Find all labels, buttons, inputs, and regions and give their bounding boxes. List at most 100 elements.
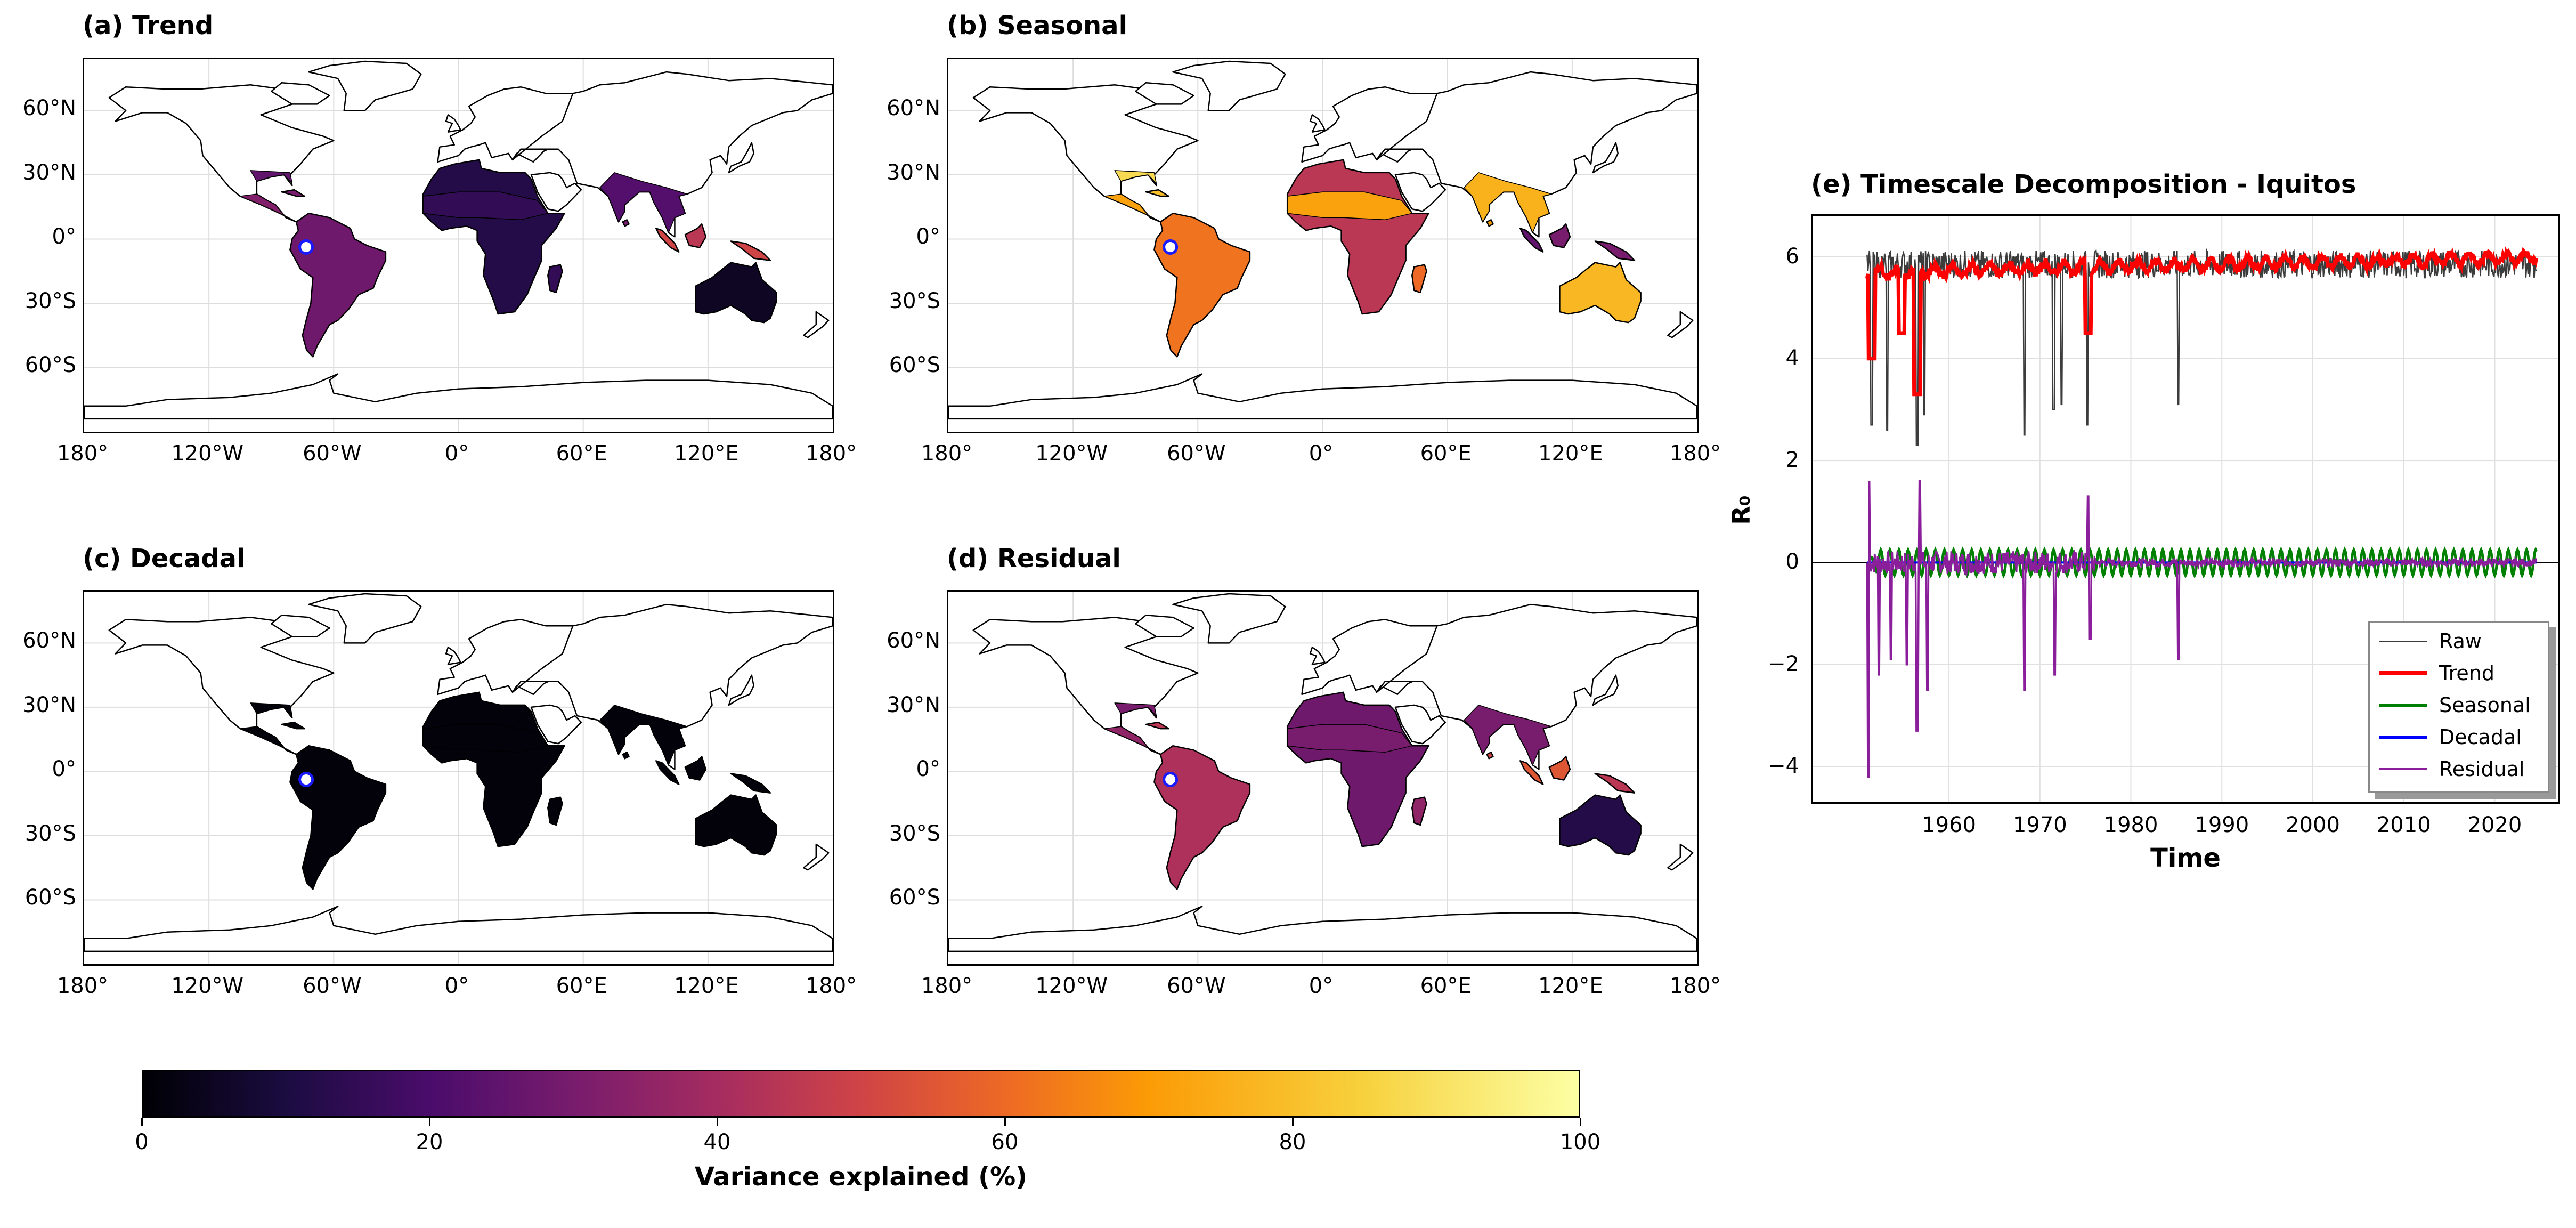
lat-tick-label: 60°S	[25, 353, 76, 378]
lon-tick-label: 180°	[921, 441, 973, 466]
lat-tick-label: 0°	[52, 757, 76, 782]
data-region-sahel	[422, 191, 549, 221]
lon-tick-label: 60°E	[556, 441, 607, 466]
lon-tick-label: 180°	[56, 974, 109, 998]
lat-tick-label: 60°S	[889, 885, 940, 910]
landmass-newGuinea	[730, 240, 771, 261]
lon-tick-label: 60°E	[1420, 441, 1472, 466]
legend-item-trend: Trend	[2379, 660, 2494, 686]
landmass-baffin	[1135, 614, 1194, 637]
legend-swatch-decadal	[2379, 736, 2427, 739]
y-tick-label: 4	[1785, 345, 1799, 370]
lon-tick-label: 180°	[805, 441, 857, 466]
lon-tick-label: 180°	[1669, 974, 1721, 998]
landmass-asia	[511, 71, 833, 238]
lon-tick-label: 120°W	[171, 974, 244, 998]
data-region-gulfUS	[250, 702, 293, 716]
landmass-northAmerica	[108, 616, 335, 755]
landmass-antarctica	[84, 906, 833, 952]
colorbar	[142, 1070, 1580, 1118]
colorbar-tick-label: 80	[1279, 1130, 1306, 1154]
data-region-sahel	[422, 724, 549, 753]
landmass-japan	[728, 674, 754, 706]
x-tick-label: 2000	[2286, 813, 2340, 837]
landmass-japan	[1592, 674, 1619, 706]
legend-swatch-seasonal	[2379, 704, 2427, 707]
colorbar-tick-label: 0	[135, 1130, 149, 1154]
lat-tick-label: 30°N	[887, 160, 940, 185]
landmass-greenland	[1172, 60, 1286, 111]
landmass-northAmerica	[972, 616, 1199, 755]
landmass-sumatra	[655, 760, 680, 785]
lon-tick-label: 180°	[805, 974, 857, 998]
trend-line	[1865, 246, 2539, 397]
iquitos-marker	[298, 772, 314, 788]
landmass-newZealand	[1667, 843, 1694, 871]
landmass-japan	[728, 142, 754, 174]
colorbar-title: Variance explained (%)	[694, 1162, 1028, 1192]
landmass-southAmerica	[1153, 745, 1251, 890]
y-axis-label: R₀	[1726, 495, 1756, 525]
residual-line	[1866, 480, 2538, 778]
lat-tick-label: 30°S	[25, 821, 76, 846]
data-region-southAsia	[1464, 172, 1552, 233]
map-trend	[83, 58, 834, 433]
data-region-gulfUS	[1114, 702, 1157, 716]
panel-title-trend: (a) Trend	[83, 11, 214, 41]
landmass-madagascarSri	[1486, 219, 1494, 227]
y-tick-label: 0	[1785, 550, 1799, 575]
landmass-madagascar	[547, 796, 563, 826]
landmass-arabia	[1394, 704, 1447, 745]
lon-tick-label: 120°E	[1538, 974, 1603, 998]
panel-title-seasonal: (b) Seasonal	[947, 11, 1128, 41]
landmass-cuba	[1145, 721, 1169, 730]
lat-tick-label: 30°N	[22, 692, 76, 717]
data-region-mesoAmerica	[1103, 193, 1161, 223]
landmass-newZealand	[1667, 311, 1694, 338]
lon-tick-label: 120°E	[674, 441, 739, 466]
landmass-uk	[445, 647, 461, 665]
landmass-southAmerica	[1153, 212, 1251, 358]
lat-tick-label: 60°N	[22, 628, 76, 653]
landmass-borneo	[684, 223, 707, 248]
data-region-mesoAmerica	[239, 726, 297, 755]
data-region-mesoAmerica	[1103, 726, 1161, 755]
landmass-newGuinea	[730, 773, 771, 794]
iquitos-marker	[1163, 239, 1179, 255]
landmass-northAmerica	[972, 84, 1199, 223]
landmass-asia	[1376, 603, 1697, 770]
landmass-baffin	[271, 82, 330, 105]
landmass-baffin	[1135, 82, 1194, 105]
lon-tick-label: 60°W	[303, 441, 362, 466]
landmass-madagascarSri	[622, 752, 630, 760]
landmass-australia	[1559, 262, 1642, 324]
data-region-southAsia	[599, 705, 688, 766]
map-decadal	[83, 590, 834, 966]
landmass-asia	[1376, 71, 1697, 238]
legend-swatch-trend	[2379, 671, 2427, 675]
lat-tick-label: 30°N	[887, 692, 940, 717]
colorbar-tick-label: 60	[991, 1130, 1019, 1154]
landmass-borneo	[1548, 756, 1571, 781]
x-tick-label: 1990	[2195, 813, 2249, 837]
lon-tick-label: 0°	[1309, 441, 1334, 466]
data-region-mesoAmerica	[239, 193, 297, 223]
landmass-antarctica	[948, 906, 1697, 952]
data-region-gulfUS	[1114, 170, 1157, 184]
landmass-northAmerica	[108, 84, 335, 223]
landmass-arabia	[530, 704, 582, 745]
landmass-madagascar	[1411, 264, 1427, 294]
landmass-cuba	[281, 189, 305, 197]
landmass-sumatra	[1519, 228, 1544, 253]
colorbar-tick-mark	[1292, 1118, 1294, 1126]
data-region-sahel	[1287, 724, 1413, 753]
map-seasonal	[947, 58, 1699, 433]
landmass-greenland	[1172, 593, 1286, 644]
lat-tick-label: 60°S	[25, 885, 76, 910]
lon-tick-label: 180°	[1669, 441, 1721, 466]
legend-item-seasonal: Seasonal	[2379, 692, 2531, 718]
legend-swatch-residual	[2379, 768, 2427, 770]
data-region-southAsia	[599, 172, 688, 233]
map-residual	[947, 590, 1699, 966]
lat-tick-label: 30°N	[22, 160, 76, 185]
